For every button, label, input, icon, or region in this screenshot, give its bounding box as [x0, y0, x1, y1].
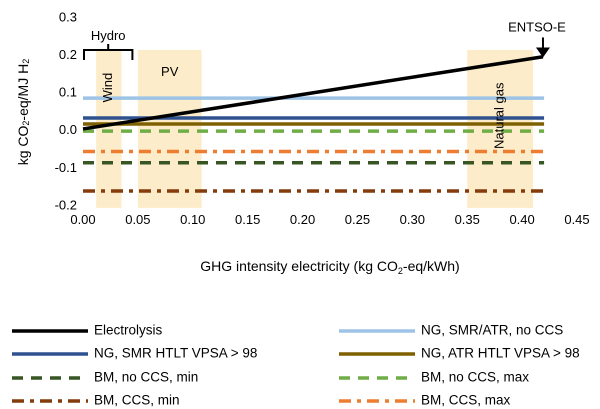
legend-label-ng-smr-atr-no-ccs: NG, SMR/ATR, no CCS: [421, 323, 563, 338]
band-natural-gas: [467, 49, 534, 208]
x-tick-label: 0.15: [235, 212, 260, 227]
x-tick-label: 0.05: [125, 212, 150, 227]
x-tick-label: 0.35: [455, 212, 480, 227]
legend-label-electrolysis: Electrolysis: [94, 323, 163, 338]
x-tick-label: 0.40: [509, 212, 534, 227]
legend: Electrolysis NG, SMR/ATR, no CCS NG, SMR H…: [12, 323, 580, 408]
y-tick-label: 0.2: [59, 47, 77, 62]
entsoe-arrow-head: [535, 47, 550, 58]
hydro-bracket: [83, 43, 134, 60]
entsoe-label: ENTSO-E: [508, 19, 566, 34]
y-tick-label: 0.0: [59, 122, 77, 137]
legend-label-bm-ccs-min: BM, CCS, min: [94, 393, 180, 408]
x-tick-label: 0.25: [345, 212, 370, 227]
x-tick-label: 0.20: [290, 212, 315, 227]
y-tick-label: 0.3: [59, 9, 77, 24]
series-line-electrolysis: [82, 54, 544, 131]
y-tick-label: -0.2: [55, 197, 77, 212]
x-tick-label: 0.00: [70, 212, 95, 227]
annotations-layer: Wind PV Natural gas Hydro ENTSO-E: [83, 19, 566, 149]
legend-label-bm-no-ccs-max: BM, no CCS, max: [421, 370, 529, 385]
legend-label-bm-no-ccs-min: BM, no CCS, min: [94, 370, 198, 385]
hydro-label: Hydro: [91, 28, 126, 43]
band-label-pv: PV: [161, 64, 179, 79]
series-layer: [82, 54, 545, 193]
x-axis-title: GHG intensity electricity (kg CO2​-eq/kW…: [200, 258, 459, 276]
band-label-natural-gas: Natural gas: [492, 82, 507, 149]
band-label-wind: Wind: [100, 73, 115, 103]
y-tick-label: -0.1: [55, 160, 77, 175]
legend-label-ng-smr-htlt-vpsa-98: NG, SMR HTLT VPSA > 98: [94, 346, 257, 361]
band-wind: [96, 49, 122, 208]
bands-layer: [96, 49, 534, 208]
axes-layer: -0.2 -0.1 0.0 0.1 0.2 0.3 0.00 0.05 0.10 0.15 0.20…: [15, 9, 590, 276]
legend-label-bm-ccs-max: BM, CCS, max: [421, 393, 511, 408]
x-tick-label: 0.30: [400, 212, 425, 227]
y-axis-title: kg CO2​-eq/MJ H2​: [15, 59, 32, 166]
legend-label-ng-atr-htlt-vpsa-98: NG, ATR HTLT VPSA > 98: [421, 346, 580, 361]
y-tick-label: 0.1: [59, 85, 77, 100]
band-pv: [137, 49, 202, 208]
x-tick-label: 0.10: [180, 212, 205, 227]
x-tick-label: 0.45: [564, 212, 589, 227]
